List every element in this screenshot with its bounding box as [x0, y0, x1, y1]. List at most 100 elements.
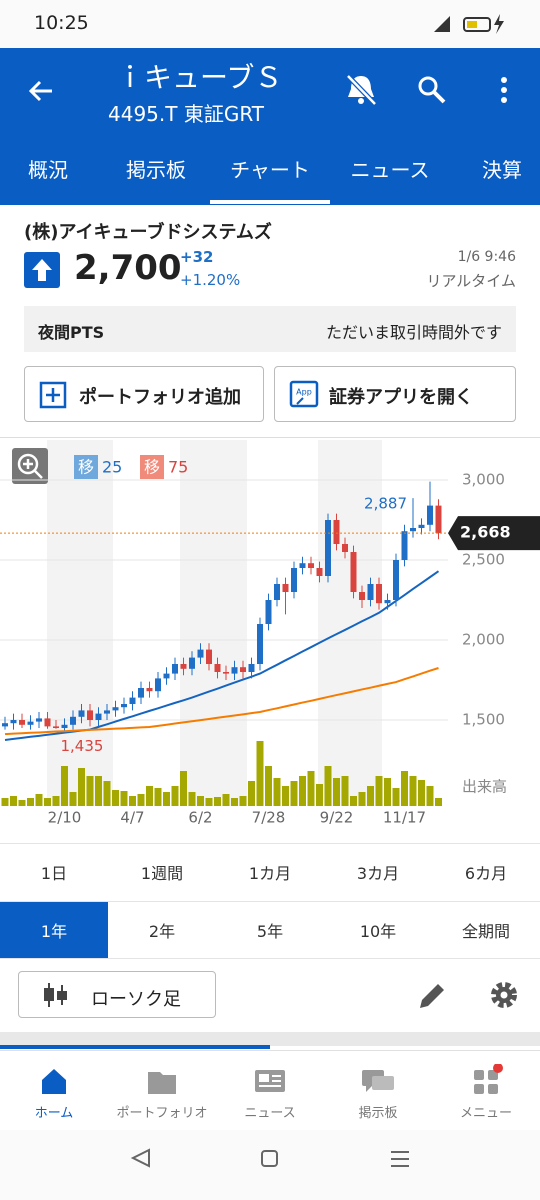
- pts-box: 夜間PTS ただいま取引時間外です: [24, 306, 516, 352]
- candle-body: [2, 723, 8, 727]
- y-tick-label: 2,500: [462, 551, 505, 569]
- last-price-label: 2,668: [460, 523, 511, 542]
- volume-bar: [358, 792, 366, 806]
- period-button[interactable]: 10年: [359, 922, 397, 941]
- volume-bar: [205, 798, 213, 806]
- portfolio-add-button[interactable]: ポートフォリオ追加: [24, 366, 264, 422]
- tab[interactable]: ニュース: [350, 158, 430, 182]
- draw-button[interactable]: [416, 980, 448, 1012]
- home-key[interactable]: [261, 1150, 278, 1167]
- volume-bar: [188, 792, 196, 806]
- candle-body: [257, 624, 263, 664]
- candle-body: [112, 707, 119, 711]
- nav-label[interactable]: ニュース: [244, 1106, 296, 1121]
- tab[interactable]: 概況: [28, 158, 68, 182]
- active-period-bg: [0, 902, 108, 958]
- candle-body: [316, 568, 323, 576]
- nav-label[interactable]: 掲示板: [358, 1106, 398, 1121]
- open-app-button[interactable]: App 証券アプリを開く: [274, 366, 516, 422]
- candle-body: [350, 552, 357, 592]
- candle-body: [78, 710, 85, 717]
- nav-label[interactable]: ポートフォリオ: [116, 1106, 208, 1121]
- zoom-button[interactable]: [12, 448, 48, 484]
- x-tick-label: 7/28: [252, 809, 286, 827]
- pts-label: 夜間PTS: [38, 323, 105, 342]
- candle-body: [197, 649, 204, 658]
- button-label: 証券アプリを開く: [329, 387, 473, 408]
- nav-icons: [42, 1064, 503, 1094]
- status-icons: [434, 14, 504, 34]
- back-key[interactable]: [130, 1148, 150, 1168]
- candle-body: [325, 520, 331, 576]
- legend-name: 移: [78, 458, 94, 477]
- volume-bar: [52, 796, 60, 806]
- candle-body: [172, 664, 178, 674]
- candle-body: [418, 524, 425, 528]
- candle-body: [223, 672, 229, 674]
- price-change-pct: +1.20%: [180, 271, 241, 289]
- period-band: [47, 440, 113, 806]
- settings-button[interactable]: [489, 980, 519, 1010]
- legend-period: 25: [102, 458, 122, 477]
- candle-body: [53, 726, 59, 728]
- candle-body: [121, 704, 127, 708]
- volume-bar: [180, 771, 187, 806]
- candle-body: [376, 584, 382, 604]
- period-button[interactable]: 1年: [40, 922, 68, 941]
- volume-bar: [214, 797, 221, 806]
- period-button[interactable]: 3カ月: [356, 864, 400, 883]
- candle-body: [155, 678, 161, 692]
- candle-body: [367, 584, 374, 600]
- candle-body: [333, 520, 340, 544]
- candle-body: [27, 721, 34, 725]
- realtime-label: リアルタイム: [426, 272, 516, 290]
- recent-key[interactable]: [391, 1151, 409, 1167]
- tab[interactable]: 決算: [482, 158, 522, 182]
- volume-bar: [409, 776, 417, 806]
- stock-title: ｉキューブＳ: [116, 61, 283, 94]
- last-price-tag: [448, 516, 540, 551]
- volume-bar: [384, 778, 391, 806]
- tab[interactable]: 掲示板: [126, 158, 186, 182]
- board-icon[interactable]: [362, 1070, 394, 1092]
- menu-icon[interactable]: [474, 1064, 503, 1094]
- period-button[interactable]: 1週間: [140, 864, 184, 883]
- period-button[interactable]: 1日: [40, 864, 68, 883]
- search-button[interactable]: [416, 74, 448, 106]
- more-button[interactable]: [494, 74, 514, 106]
- x-tick-label: 2/10: [48, 809, 82, 827]
- status-bar: 10:25: [0, 0, 540, 48]
- tab[interactable]: チャート: [230, 158, 310, 182]
- legend-period: 75: [168, 458, 188, 477]
- chart-type-button[interactable]: ローソク足: [18, 971, 216, 1018]
- volume-bar: [324, 766, 332, 806]
- period-button[interactable]: 全期間: [461, 922, 511, 941]
- volume-bar: [86, 776, 94, 806]
- news-icon[interactable]: [255, 1070, 285, 1092]
- candle-body: [274, 584, 280, 600]
- period-button[interactable]: 2年: [148, 922, 176, 941]
- volume-bar: [307, 771, 315, 806]
- company-name: (株)アイキューブドシステムズ: [24, 222, 272, 243]
- ad-bar: [0, 1032, 540, 1046]
- volume-bar: [44, 798, 51, 806]
- plus-icon: [39, 381, 67, 409]
- back-button[interactable]: [26, 76, 56, 106]
- volume-bar: [69, 792, 77, 806]
- home-icon[interactable]: [42, 1069, 66, 1094]
- candle-body: [146, 688, 153, 692]
- alert-button[interactable]: [344, 72, 378, 108]
- x-tick-label: 4/7: [120, 809, 144, 827]
- progress-bar: [0, 1045, 270, 1049]
- x-tick-label: 11/17: [383, 809, 426, 827]
- nav-label[interactable]: メニュー: [459, 1106, 513, 1121]
- candle-body: [342, 544, 348, 552]
- volume-bar: [129, 796, 136, 806]
- period-button[interactable]: 6カ月: [464, 864, 508, 883]
- portfolio-icon[interactable]: [148, 1072, 176, 1094]
- candle-body: [206, 649, 212, 664]
- period-button[interactable]: 1カ月: [248, 864, 292, 883]
- volume-bar: [401, 771, 408, 806]
- nav-label[interactable]: ホーム: [34, 1106, 74, 1121]
- period-button[interactable]: 5年: [256, 922, 284, 941]
